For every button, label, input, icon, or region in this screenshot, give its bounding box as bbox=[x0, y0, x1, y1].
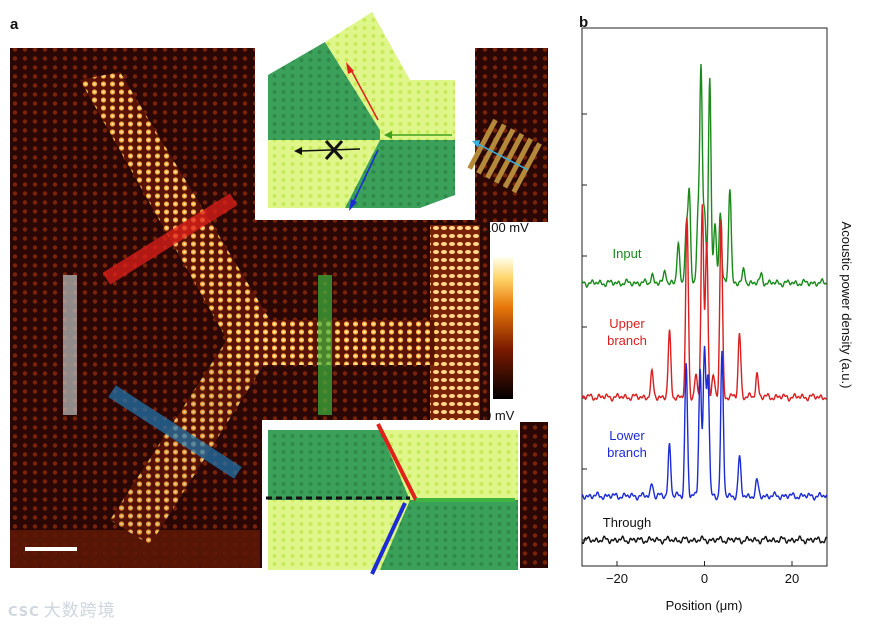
series-label: Upper bbox=[609, 316, 645, 331]
series-line-through bbox=[581, 535, 827, 545]
through-cut-bar bbox=[63, 275, 77, 415]
colorbar bbox=[490, 222, 558, 422]
series-line-lower-branch bbox=[581, 345, 828, 501]
series-label: Through bbox=[603, 515, 651, 530]
watermark-text: 大数跨境 bbox=[43, 601, 116, 621]
top-inset-schematic bbox=[255, 0, 542, 220]
series-label: branch bbox=[607, 333, 647, 348]
bottom-inset-schematic bbox=[262, 420, 520, 580]
panel-a-label: a bbox=[10, 16, 19, 33]
x-tick-label: 20 bbox=[785, 571, 799, 586]
series-label: Lower bbox=[609, 428, 645, 443]
x-axis-label: Position (μm) bbox=[666, 598, 743, 613]
series-label: Input bbox=[613, 246, 642, 261]
upper-cut-bar bbox=[102, 193, 238, 285]
colorbar-min-label: 0 mV bbox=[484, 408, 515, 423]
series-line-upper-branch bbox=[581, 204, 827, 402]
x-tick-label: −20 bbox=[606, 571, 628, 586]
panel-b-chart: −20 0 20 Input Upper branch Lower branch Throug… bbox=[581, 27, 854, 613]
series-label: branch bbox=[607, 445, 647, 460]
colorbar-max-label: 100 mV bbox=[484, 220, 529, 235]
x-tick-label: 0 bbox=[701, 571, 708, 586]
input-cut-bar bbox=[318, 275, 332, 415]
lower-cut-bar bbox=[108, 385, 242, 479]
upper-branch-region bbox=[80, 72, 270, 345]
watermark-logo: CSC bbox=[8, 605, 40, 620]
watermark: CSC 大数跨境 bbox=[8, 596, 116, 621]
y-axis-label: Acoustic power density (a.u.) bbox=[839, 222, 854, 389]
input-edge-region bbox=[430, 225, 480, 420]
series-line-input bbox=[581, 63, 828, 289]
panel-b-label: b bbox=[579, 14, 589, 31]
scale-bar bbox=[25, 547, 77, 551]
panel-a-figure: 100 mV 0 mV bbox=[10, 0, 558, 580]
